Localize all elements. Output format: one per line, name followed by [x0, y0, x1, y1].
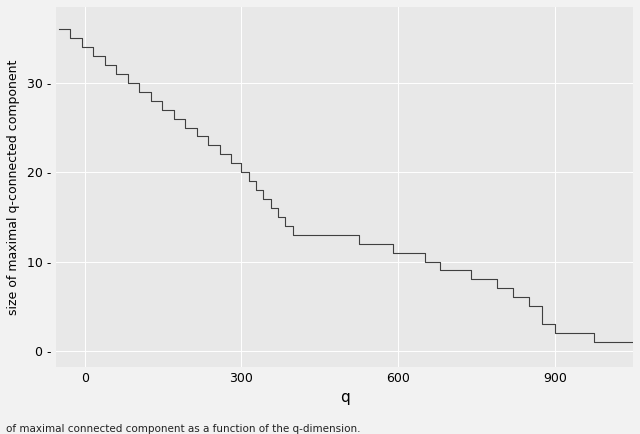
X-axis label: q: q — [340, 390, 349, 405]
Text: of maximal connected component as a function of the q-dimension.: of maximal connected component as a func… — [6, 424, 361, 434]
Y-axis label: size of maximal q-connected component: size of maximal q-connected component — [7, 59, 20, 315]
